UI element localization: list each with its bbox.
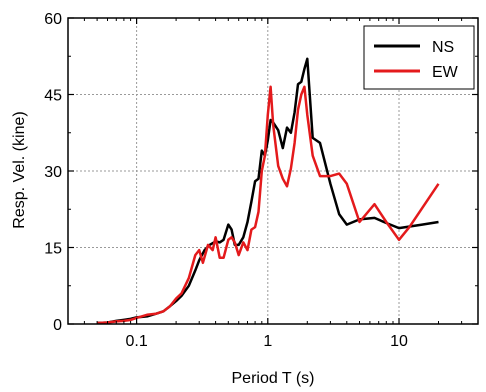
legend: NS EW [363,25,475,90]
y-tick-label: 15 [44,241,62,258]
x-tick-label: 1 [263,333,272,350]
series-lines [97,57,440,325]
legend-label-ns: NS [432,39,454,56]
legend-box [363,25,475,90]
y-tick-label: 60 [44,11,62,28]
x-tick-label: 10 [390,333,408,350]
series-line-ew [97,85,440,325]
x-axis-title: Period T (s) [232,370,315,387]
grid [68,18,478,324]
y-tick-label: 0 [53,317,62,334]
y-tick-label: 30 [44,164,62,181]
y-tick-label: 45 [44,88,62,105]
y-axis-title: Resp. Vel. (kine) [11,111,28,228]
ticks: 0.1 1 10 0 15 30 45 60 [44,11,478,350]
x-tick-label: 0.1 [125,333,147,350]
legend-label-ew: EW [432,64,459,81]
